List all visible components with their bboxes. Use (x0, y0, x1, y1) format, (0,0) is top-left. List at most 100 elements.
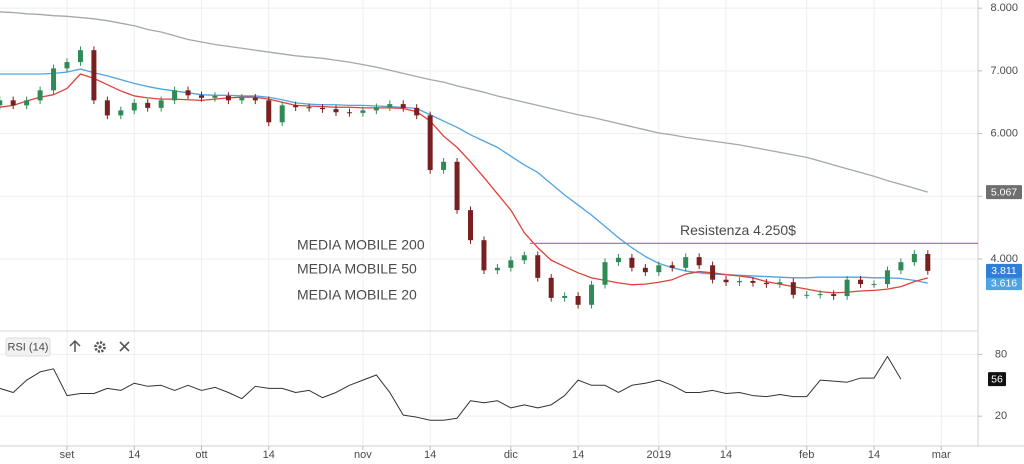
legend-label: MEDIA MOBILE 20 (297, 287, 417, 303)
candle-body (723, 279, 729, 283)
candle-body (508, 260, 514, 268)
candle-body (24, 100, 30, 106)
x-tick-label: feb (799, 449, 814, 461)
candle-body (575, 296, 581, 305)
x-tick-label: set (60, 449, 75, 461)
candle-body (51, 68, 57, 91)
candle-body (373, 107, 379, 111)
y-tick-label: 80 (995, 348, 1007, 360)
candle-body (562, 296, 568, 298)
move-up-icon[interactable] (69, 339, 81, 352)
candle-body (185, 90, 191, 96)
candle-body (414, 107, 420, 116)
candle-body (131, 102, 137, 111)
price-tag: 3.811 (991, 265, 1017, 277)
candle-body (696, 257, 702, 266)
candle-body (454, 161, 460, 211)
candle-body (145, 102, 151, 108)
candle-body (172, 90, 178, 101)
settings-icon[interactable] (94, 341, 106, 353)
x-tick-label: ott (195, 449, 207, 461)
close-icon[interactable] (119, 341, 130, 352)
candle-body (333, 109, 339, 113)
y-tick-label: 4.000 (990, 253, 1018, 265)
candle-body (871, 284, 877, 286)
candle-body (400, 104, 406, 108)
candle-body (844, 279, 850, 297)
candle-body (750, 280, 756, 283)
candle-body (884, 270, 890, 285)
price-tag-bg (986, 185, 1022, 200)
candle-body (710, 265, 716, 280)
candle-body (360, 110, 366, 113)
candle-body (615, 257, 621, 263)
candle-body (535, 255, 541, 278)
candle-body (293, 105, 299, 108)
candle-body (306, 107, 312, 109)
price-tag-bg (986, 276, 1022, 291)
candle-body (239, 97, 245, 101)
y-tick-label: 8.000 (990, 2, 1018, 14)
candle-body (468, 210, 473, 241)
candle-body (346, 112, 352, 114)
y-tick-label: 20 (995, 410, 1007, 422)
candle-body (252, 97, 258, 101)
x-tick-label: mar (932, 449, 951, 461)
candle-body (320, 107, 326, 110)
moving-average-line (0, 11, 928, 193)
x-tick-label: 14 (128, 449, 140, 461)
x-tick-label: dic (504, 449, 519, 461)
price-tag-bg (986, 263, 1022, 278)
x-tick-label: 14 (263, 449, 275, 461)
x-tick-label: 14 (720, 449, 732, 461)
x-tick-label: 2019 (647, 449, 671, 461)
rsi-header: RSI (14) (5, 337, 130, 357)
candle-body (77, 50, 83, 63)
candle-body (790, 282, 796, 295)
candle-body (817, 294, 823, 296)
candle-body (481, 240, 487, 271)
price-tag: 3.616 (991, 277, 1017, 289)
x-tick-label: 14 (868, 449, 880, 461)
grid (0, 0, 978, 446)
candle-body (266, 100, 272, 123)
candle-body (279, 105, 285, 123)
candle-body (629, 257, 635, 268)
rsi-title: RSI (14) (8, 341, 49, 353)
moving-average-line (0, 73, 928, 294)
rsi-title-box[interactable] (5, 337, 51, 357)
candle-body (683, 257, 689, 268)
candle-body (911, 253, 917, 263)
candle-body (763, 282, 769, 285)
legend-label: MEDIA MOBILE 200 (297, 237, 425, 253)
candle-body (521, 255, 527, 261)
x-tick-label: nov (354, 449, 372, 461)
candle-body (0, 100, 3, 106)
price-tag: 5.067 (991, 186, 1017, 198)
candle-body (589, 284, 595, 305)
candle-body (642, 267, 648, 273)
candle-body (225, 95, 231, 101)
x-tick-label: 14 (572, 449, 584, 461)
candle-body (158, 100, 164, 108)
rsi-line (0, 355, 902, 421)
candle-body (831, 294, 837, 297)
legend-label: MEDIA MOBILE 50 (297, 261, 417, 277)
candle-body (602, 262, 608, 285)
candle-body (656, 265, 662, 273)
candle-body (118, 110, 124, 116)
candle-body (737, 280, 742, 283)
candle-body (91, 50, 97, 101)
candle-body (494, 267, 500, 271)
moving-average-line (0, 68, 928, 284)
candle-body (858, 279, 864, 285)
candle-body (64, 62, 70, 69)
candle-body (441, 161, 447, 170)
x-tick-label: 14 (424, 449, 436, 461)
candle-body (804, 294, 810, 296)
y-tick-label: 7.000 (990, 65, 1018, 77)
candle-body (777, 282, 783, 285)
